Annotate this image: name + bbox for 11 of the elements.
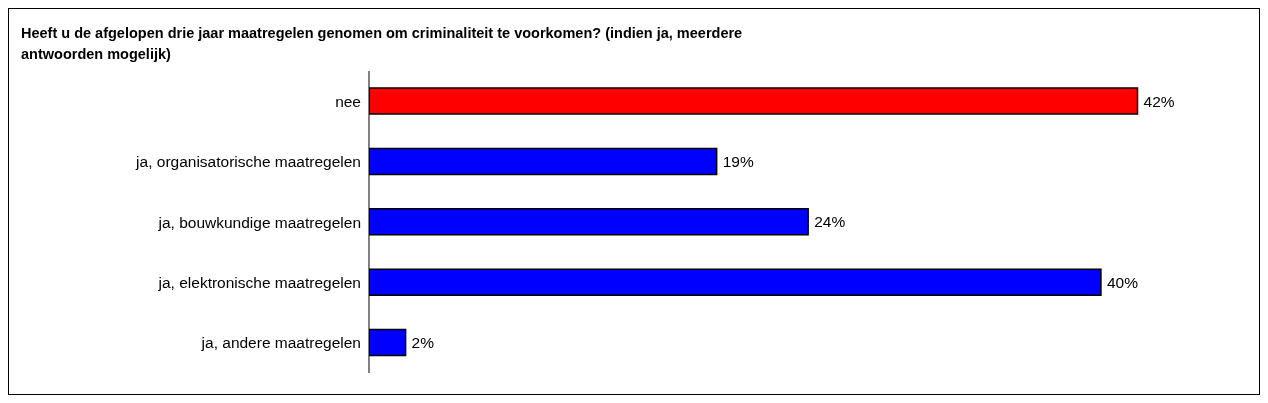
y-tick-label: ja, andere maatregelen bbox=[200, 334, 361, 352]
chart-title: Heeft u de afgelopen drie jaar maatregelen genomen om criminaliteit te voorkomen? (indien ja, meerdere antwoorden mogelijk) bbox=[20, 24, 744, 64]
y-tick-label: ja, bouwkundige maatregelen bbox=[157, 213, 361, 231]
data-label: 42% bbox=[1143, 92, 1175, 110]
data-label: 2% bbox=[411, 334, 435, 352]
y-tick-label: ja, elektronische maatregelen bbox=[157, 273, 361, 291]
y-tick-label: ja, organisatorische maatregelen bbox=[135, 153, 361, 171]
y-tick-label: nee bbox=[335, 92, 361, 110]
data-label: 40% bbox=[1106, 273, 1139, 291]
data-label: 19% bbox=[722, 152, 754, 170]
data-label: 24% bbox=[814, 213, 846, 231]
